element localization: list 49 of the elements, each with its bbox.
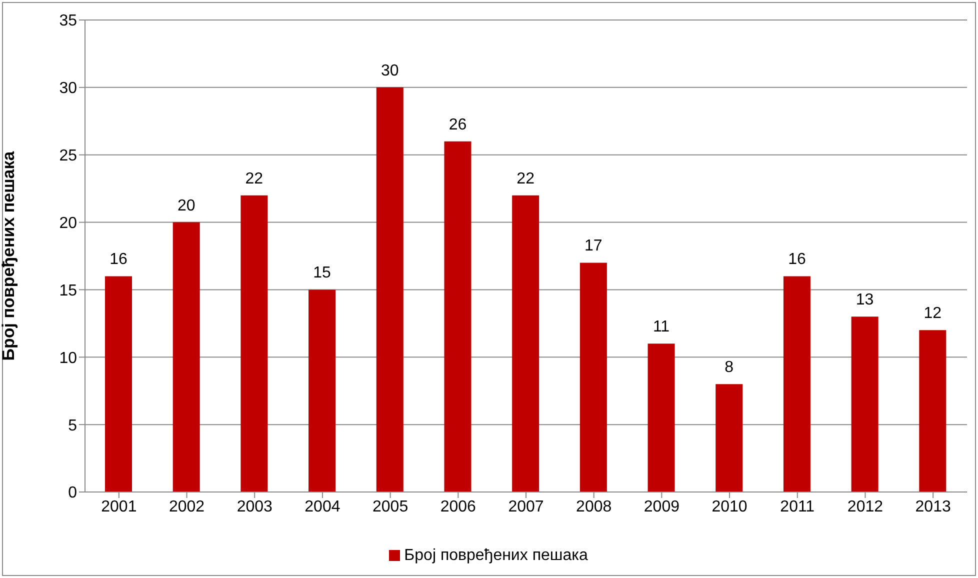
- y-axis-title: Број повређених пешака: [0, 150, 18, 361]
- x-tick-label: 2002: [168, 498, 205, 516]
- y-tick-label: 10: [59, 350, 78, 367]
- x-tick-label: 2010: [712, 498, 748, 516]
- x-tick-label: 2011: [780, 498, 815, 516]
- bar: [512, 195, 540, 492]
- x-tick-label: 2013: [915, 498, 951, 516]
- x-tick-label: 2004: [304, 498, 340, 516]
- x-tick-label: 2006: [440, 498, 476, 516]
- y-tick-label: 5: [68, 417, 78, 434]
- data-label: 30: [380, 62, 399, 80]
- x-tick-label: 2005: [372, 498, 408, 516]
- data-label: 16: [788, 251, 806, 268]
- bar: [105, 276, 132, 492]
- data-label: 17: [584, 238, 602, 255]
- bar: [240, 195, 268, 492]
- data-label: 11: [652, 318, 670, 336]
- legend-label: Број повређених пешака: [404, 547, 588, 564]
- bar: [376, 87, 404, 492]
- y-tick-label: 25: [59, 148, 78, 165]
- data-label: 20: [177, 197, 196, 214]
- x-tick-label: 2012: [847, 498, 884, 516]
- y-tick-label: 20: [59, 214, 78, 232]
- bar: [308, 290, 336, 492]
- y-tick-label: 0: [68, 484, 78, 502]
- x-tick-label: 2007: [508, 498, 544, 516]
- data-label: 26: [448, 116, 467, 134]
- data-label: 16: [110, 251, 128, 268]
- data-label: 22: [245, 170, 264, 188]
- data-label: 15: [313, 264, 332, 282]
- data-label: 8: [724, 359, 734, 376]
- y-tick-label: 35: [59, 12, 78, 30]
- x-tick-label: 2008: [576, 498, 612, 516]
- x-tick-label: 2001: [101, 498, 137, 516]
- bar: [851, 316, 878, 492]
- data-label: 12: [924, 305, 942, 322]
- bar: [580, 262, 607, 492]
- bar: [716, 384, 743, 492]
- y-tick-label: 15: [59, 282, 78, 300]
- y-tick-label: 30: [59, 80, 78, 98]
- bar: [444, 141, 472, 492]
- bar: [919, 330, 946, 492]
- x-tick-label: 2003: [236, 498, 273, 516]
- x-tick-label: 2009: [644, 498, 680, 516]
- data-label: 22: [516, 170, 535, 188]
- bar: [783, 276, 810, 492]
- bar: [648, 344, 675, 492]
- bar: [172, 222, 200, 492]
- data-label: 13: [856, 292, 874, 309]
